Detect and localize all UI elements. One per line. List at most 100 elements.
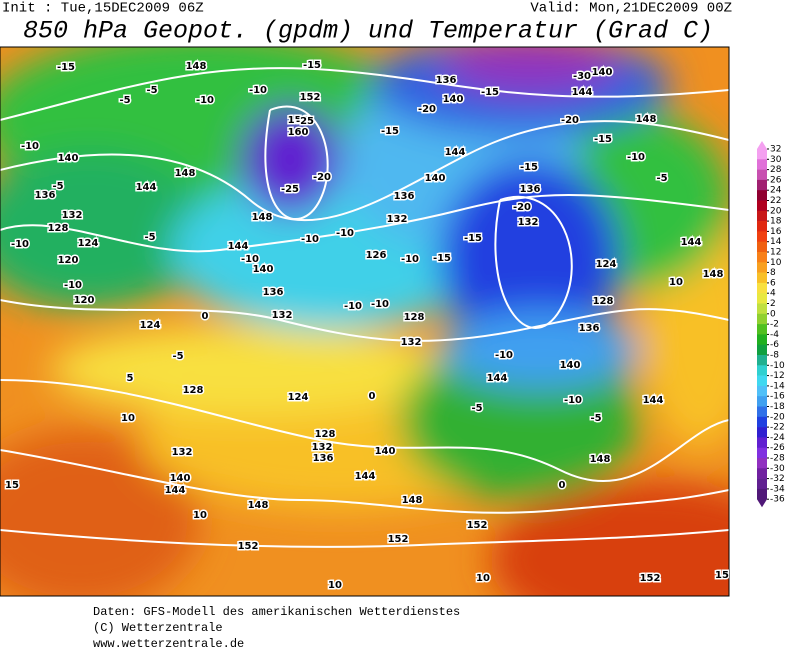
colorbar-band bbox=[757, 159, 767, 170]
contour-label: -10 bbox=[64, 280, 82, 291]
contour-label: -25 bbox=[281, 184, 299, 195]
colorbar-label: -8 bbox=[770, 351, 779, 361]
contour-label: -5 bbox=[52, 181, 63, 192]
colorbar-label: -14 bbox=[770, 381, 785, 391]
contour-label: -30 bbox=[573, 71, 591, 82]
colorbar-band bbox=[757, 355, 767, 366]
colorbar-cap bbox=[757, 499, 767, 508]
contour-label: 10 bbox=[476, 573, 490, 584]
footer-line: (C) Wetterzentrale bbox=[93, 621, 223, 635]
colorbar-band bbox=[757, 313, 767, 325]
contour-label: -10 bbox=[11, 239, 29, 250]
footer-line: Daten: GFS-Modell des amerikanischen Wet… bbox=[93, 605, 460, 619]
contour-label: -5 bbox=[590, 413, 601, 424]
colorbar-band bbox=[757, 200, 767, 212]
contour-label: -10 bbox=[336, 228, 354, 239]
contour-label: 124 bbox=[288, 392, 309, 403]
contour-label: 132 bbox=[172, 447, 193, 458]
contour-label: 152 bbox=[467, 520, 488, 531]
contour-label: 152 bbox=[640, 573, 661, 584]
contour-label: 128 bbox=[315, 429, 336, 440]
contour-label: -15 bbox=[464, 233, 482, 244]
colorbar-label: -34 bbox=[770, 484, 785, 494]
contour-label: 144 bbox=[445, 147, 466, 158]
contour-label: 140 bbox=[58, 153, 79, 164]
colorbar-label: 30 bbox=[770, 155, 782, 165]
colorbar-label: 18 bbox=[770, 217, 782, 227]
contour-label: -10 bbox=[301, 234, 319, 245]
contour-label: 15 bbox=[715, 570, 729, 581]
contour-label: 152 bbox=[388, 534, 409, 545]
contour-label: -20 bbox=[418, 104, 436, 115]
contour-label: 132 bbox=[272, 310, 293, 321]
colorbar-band bbox=[757, 468, 767, 479]
colorbar-label: 26 bbox=[770, 175, 782, 185]
colorbar-band bbox=[757, 241, 767, 253]
colorbar-band bbox=[757, 169, 767, 181]
colorbar-band bbox=[757, 365, 767, 376]
contour-label: -5 bbox=[144, 232, 155, 243]
contour-lines bbox=[0, 67, 729, 548]
colorbar-label: 24 bbox=[770, 186, 782, 196]
contour-label: -5 bbox=[172, 351, 183, 362]
contour-label: -15 bbox=[481, 87, 499, 98]
contour-label: 140 bbox=[560, 360, 581, 371]
contour-label: 148 bbox=[402, 495, 423, 506]
contour-label: 148 bbox=[590, 454, 611, 465]
colorbar-label: 2 bbox=[770, 299, 776, 309]
contour-label: 140 bbox=[253, 264, 274, 275]
colorbar-label: 6 bbox=[770, 278, 776, 288]
contour-label: 5 bbox=[127, 373, 134, 384]
contour-label: -10 bbox=[627, 152, 645, 163]
contour-label: 126 bbox=[366, 250, 387, 261]
contour-label: -10 bbox=[344, 301, 362, 312]
contour-label: -15 bbox=[594, 134, 612, 145]
colorbar-label: -6 bbox=[770, 340, 779, 350]
contour-label: 136 bbox=[520, 184, 541, 195]
colorbar-band bbox=[757, 149, 767, 160]
contour-label: -15 bbox=[381, 126, 399, 137]
contour-label: 124 bbox=[596, 259, 617, 270]
contour-label: 144 bbox=[165, 485, 186, 496]
contour-label: -20 bbox=[313, 172, 331, 183]
contour-label: 144 bbox=[136, 182, 157, 193]
contour-label: 140 bbox=[375, 446, 396, 457]
colorbar-band bbox=[757, 396, 767, 407]
contour-label: -15 bbox=[303, 60, 321, 71]
colorbar-band bbox=[757, 385, 767, 397]
colorbar-label: -30 bbox=[770, 464, 785, 474]
colorbar-label: -2 bbox=[770, 320, 779, 330]
contour-label: 132 bbox=[312, 442, 333, 453]
contour-label: 0 bbox=[559, 480, 566, 491]
colorbar-band bbox=[757, 293, 767, 304]
contour-label: -10 bbox=[495, 350, 513, 361]
contour-label: -25 bbox=[296, 116, 314, 127]
contour-label: -5 bbox=[146, 85, 157, 96]
map-frame bbox=[0, 46, 730, 597]
colorbar-band bbox=[757, 458, 767, 469]
colorbar-label: -24 bbox=[770, 433, 785, 443]
contour-label: -20 bbox=[561, 115, 579, 126]
colorbar-cap bbox=[757, 141, 767, 149]
footer-line: www.wetterzentrale.de bbox=[93, 637, 244, 648]
colorbar-label: 12 bbox=[770, 248, 781, 258]
colorbar-band bbox=[757, 344, 767, 356]
contour-label: 136 bbox=[35, 190, 56, 201]
contour-label: 144 bbox=[355, 471, 376, 482]
colorbar-label: 8 bbox=[770, 268, 776, 278]
contour-label: 136 bbox=[579, 323, 600, 334]
colorbar-band bbox=[757, 252, 767, 263]
contour-label: 128 bbox=[593, 296, 614, 307]
colorbar-band bbox=[757, 272, 767, 284]
colorbar-label: -18 bbox=[770, 402, 785, 412]
colorbar-label: -10 bbox=[770, 361, 785, 371]
contour-label: 132 bbox=[62, 210, 83, 221]
contour-label: 0 bbox=[369, 391, 376, 402]
contour-label: 132 bbox=[401, 337, 422, 348]
init-time: Init : Tue,15DEC2009 06Z bbox=[2, 1, 204, 17]
contour-label: 136 bbox=[313, 453, 334, 464]
colorbar-label: -4 bbox=[770, 330, 779, 340]
colorbar-label: 14 bbox=[770, 237, 782, 247]
contour-label: 136 bbox=[263, 287, 284, 298]
